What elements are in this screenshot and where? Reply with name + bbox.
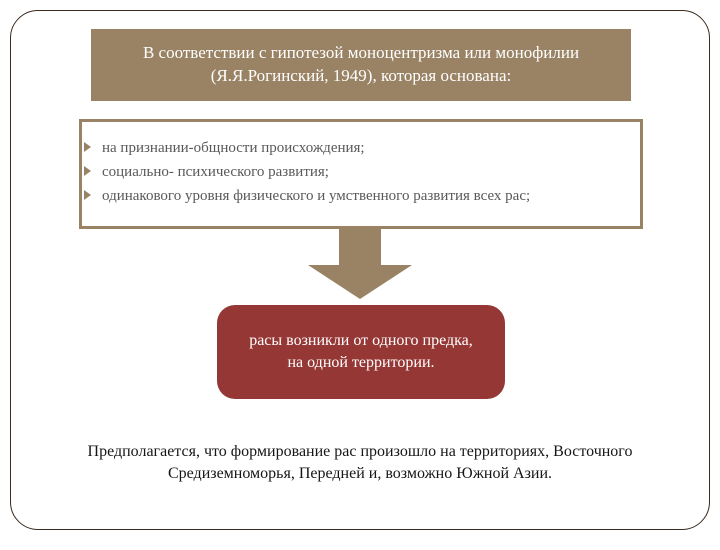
arrow-head-icon [308, 265, 412, 299]
slide-frame: В соответствии с гипотезой моноцентризма… [10, 10, 710, 530]
header-box: В соответствии с гипотезой моноцентризма… [91, 29, 631, 101]
footer-line2: Средиземноморья, Передней и, возможно Юж… [168, 465, 552, 482]
bullets-box: на признании-общности происхождения; соц… [79, 119, 643, 229]
conclusion-box: расы возникли от одного предка, на одной… [217, 305, 505, 399]
bullet-item: на признании-общности происхождения; [88, 136, 634, 160]
bullet-item: одинакового уровня физического и умствен… [88, 184, 634, 208]
arrow-stem [339, 229, 381, 265]
bullet-item: социально- психического развития; [88, 160, 634, 184]
footer-text: Предполагается, что формирование рас про… [53, 441, 667, 486]
conclusion-line1: расы возникли от одного предка, [249, 332, 473, 349]
footer-line1: Предполагается, что формирование рас про… [88, 443, 633, 460]
bullets-list: на признании-общности происхождения; соц… [88, 136, 634, 208]
down-arrow [11, 229, 709, 301]
conclusion-line2: на одной территории. [287, 354, 434, 371]
header-line1: В соответствии с гипотезой моноцентризма… [143, 43, 579, 62]
header-line2: (Я.Я.Рогинский, 1949), которая основана: [211, 66, 511, 85]
